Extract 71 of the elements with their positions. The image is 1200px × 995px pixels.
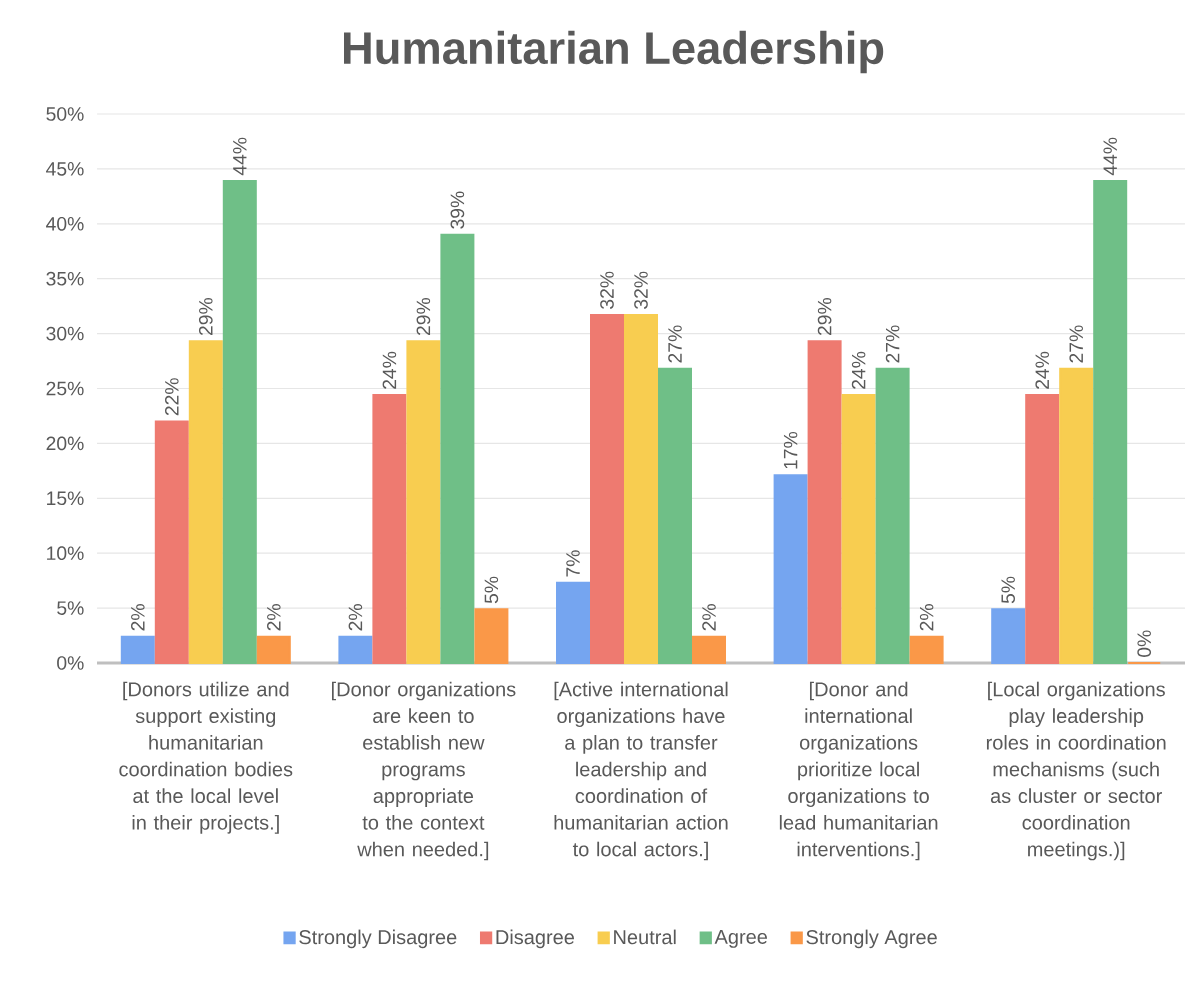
data-label: 2% <box>702 604 716 631</box>
bar <box>841 394 876 664</box>
legend-label: Neutral <box>614 929 676 945</box>
bar <box>1025 394 1060 664</box>
y-tick-label: 10% <box>47 546 84 561</box>
data-label: 44% <box>1103 137 1117 176</box>
data-label: 7% <box>566 550 580 577</box>
bar <box>807 340 842 664</box>
data-label: 29% <box>817 297 832 336</box>
data-label: 27% <box>1069 325 1083 363</box>
data-label: 2% <box>348 604 363 631</box>
bar <box>338 635 373 664</box>
y-tick-label: 40% <box>46 216 84 231</box>
bar <box>773 474 808 664</box>
data-label: 32% <box>634 271 648 309</box>
y-tick-label: 45% <box>46 162 84 176</box>
data-label: 24% <box>851 351 866 389</box>
bar <box>1059 367 1094 664</box>
bar <box>692 635 726 664</box>
data-label: 5% <box>1001 576 1015 604</box>
data-label: 22% <box>164 378 179 416</box>
bar <box>120 635 155 664</box>
data-label: 44% <box>233 137 247 176</box>
bar <box>624 313 658 664</box>
data-label: 2% <box>266 604 281 631</box>
x-tick-label: [Donors utilize and support existing humanitarian coordination bodies at the local level in their projects.] <box>119 681 293 834</box>
y-tick-label: 20% <box>46 436 84 451</box>
bar <box>658 367 692 664</box>
x-tick-label: [Active international organizations have a plan to transfer leadership and coordination of humanitarian action to local actors.] <box>554 681 728 861</box>
data-label: 39% <box>450 191 465 229</box>
chart-title: Humanitarian Leadership <box>344 30 884 74</box>
bar <box>222 179 257 664</box>
data-label: 29% <box>198 297 213 336</box>
data-label: 24% <box>382 351 397 389</box>
legend-label: Disagree <box>496 929 575 949</box>
data-label: 24% <box>1035 351 1049 389</box>
bar <box>406 340 441 664</box>
data-label: 2% <box>919 604 934 631</box>
bar <box>154 420 189 664</box>
y-tick-label: 5% <box>57 601 84 615</box>
x-tick-label: [Donor and international organizations prioritize local organizations to lead humanitarian interventions.] <box>779 681 938 861</box>
y-tick-label: 35% <box>46 271 84 286</box>
data-label: 0% <box>1137 630 1152 657</box>
data-label: 27% <box>885 325 900 363</box>
data-label: 5% <box>484 576 499 604</box>
legend-label: Strongly Disagree <box>299 929 457 949</box>
y-tick-label: 25% <box>46 381 84 396</box>
x-tick-label: [Local organizations play leadership roles in coordination mechanisms (such as cluster or sector coordination meetings.)] <box>986 681 1166 861</box>
bar <box>875 367 910 664</box>
y-tick-label: 0% <box>57 656 84 670</box>
bar <box>188 340 223 664</box>
bar <box>440 233 475 664</box>
bar <box>256 635 291 664</box>
legend-label: Strongly Agree <box>806 929 937 949</box>
bar <box>991 608 1026 664</box>
data-label: 27% <box>668 325 682 363</box>
data-label: 2% <box>130 604 145 631</box>
legend-label: Agree <box>714 929 768 948</box>
bar <box>556 581 590 664</box>
bar <box>590 313 624 664</box>
y-tick-label: 30% <box>46 326 84 341</box>
x-tick-label: [Donor organizations are keen to establish new programs appropriate to the context when needed.] <box>332 681 516 861</box>
bar <box>909 635 944 664</box>
y-tick-label: 15% <box>47 491 84 506</box>
data-label: 29% <box>416 297 431 336</box>
bar <box>474 608 509 664</box>
bar <box>372 394 407 664</box>
y-tick-label: 50% <box>46 107 84 121</box>
data-label: 32% <box>600 271 614 309</box>
bar <box>1093 179 1128 664</box>
data-label: 17% <box>783 431 798 469</box>
